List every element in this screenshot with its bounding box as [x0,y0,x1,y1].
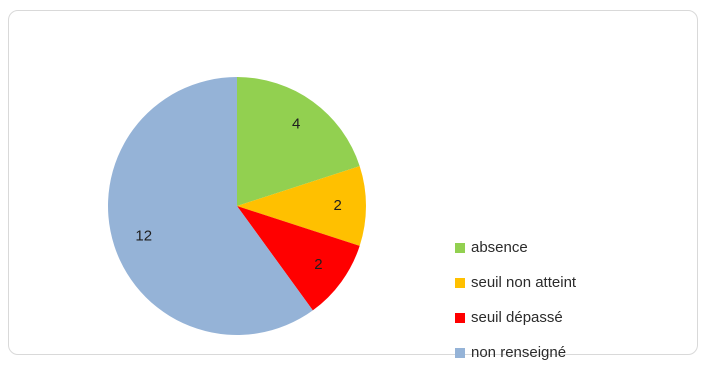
legend-item-seuil-non-atteint: seuil non atteint [455,265,695,300]
data-label-seuil-depasse: 2 [314,256,322,273]
legend-swatch-non-renseigne [455,347,465,358]
legend-swatch-seuil-non-atteint [455,277,465,288]
data-label-non-renseigne: 12 [135,227,152,244]
legend-label-absence: absence [471,239,528,256]
pie-slice-non-renseigne [108,77,313,336]
pie-slice-seuil-depasse [237,206,360,311]
legend-item-seuil-depasse: seuil dépassé [455,300,695,335]
pie-slice-seuil-non-atteint [237,166,366,246]
legend-label-seuil-depasse: seuil dépassé [471,309,563,326]
pie-slice-absence [237,77,360,206]
pie-chart: 4 2 2 12 [108,77,366,336]
legend-swatch-seuil-depasse [455,312,465,323]
legend-item-absence: absence [455,230,695,265]
legend-label-seuil-non-atteint: seuil non atteint [471,274,577,291]
legend-swatch-absence [455,242,465,253]
data-label-seuil-non-atteint: 2 [333,197,341,214]
data-label-absence: 4 [292,116,300,133]
